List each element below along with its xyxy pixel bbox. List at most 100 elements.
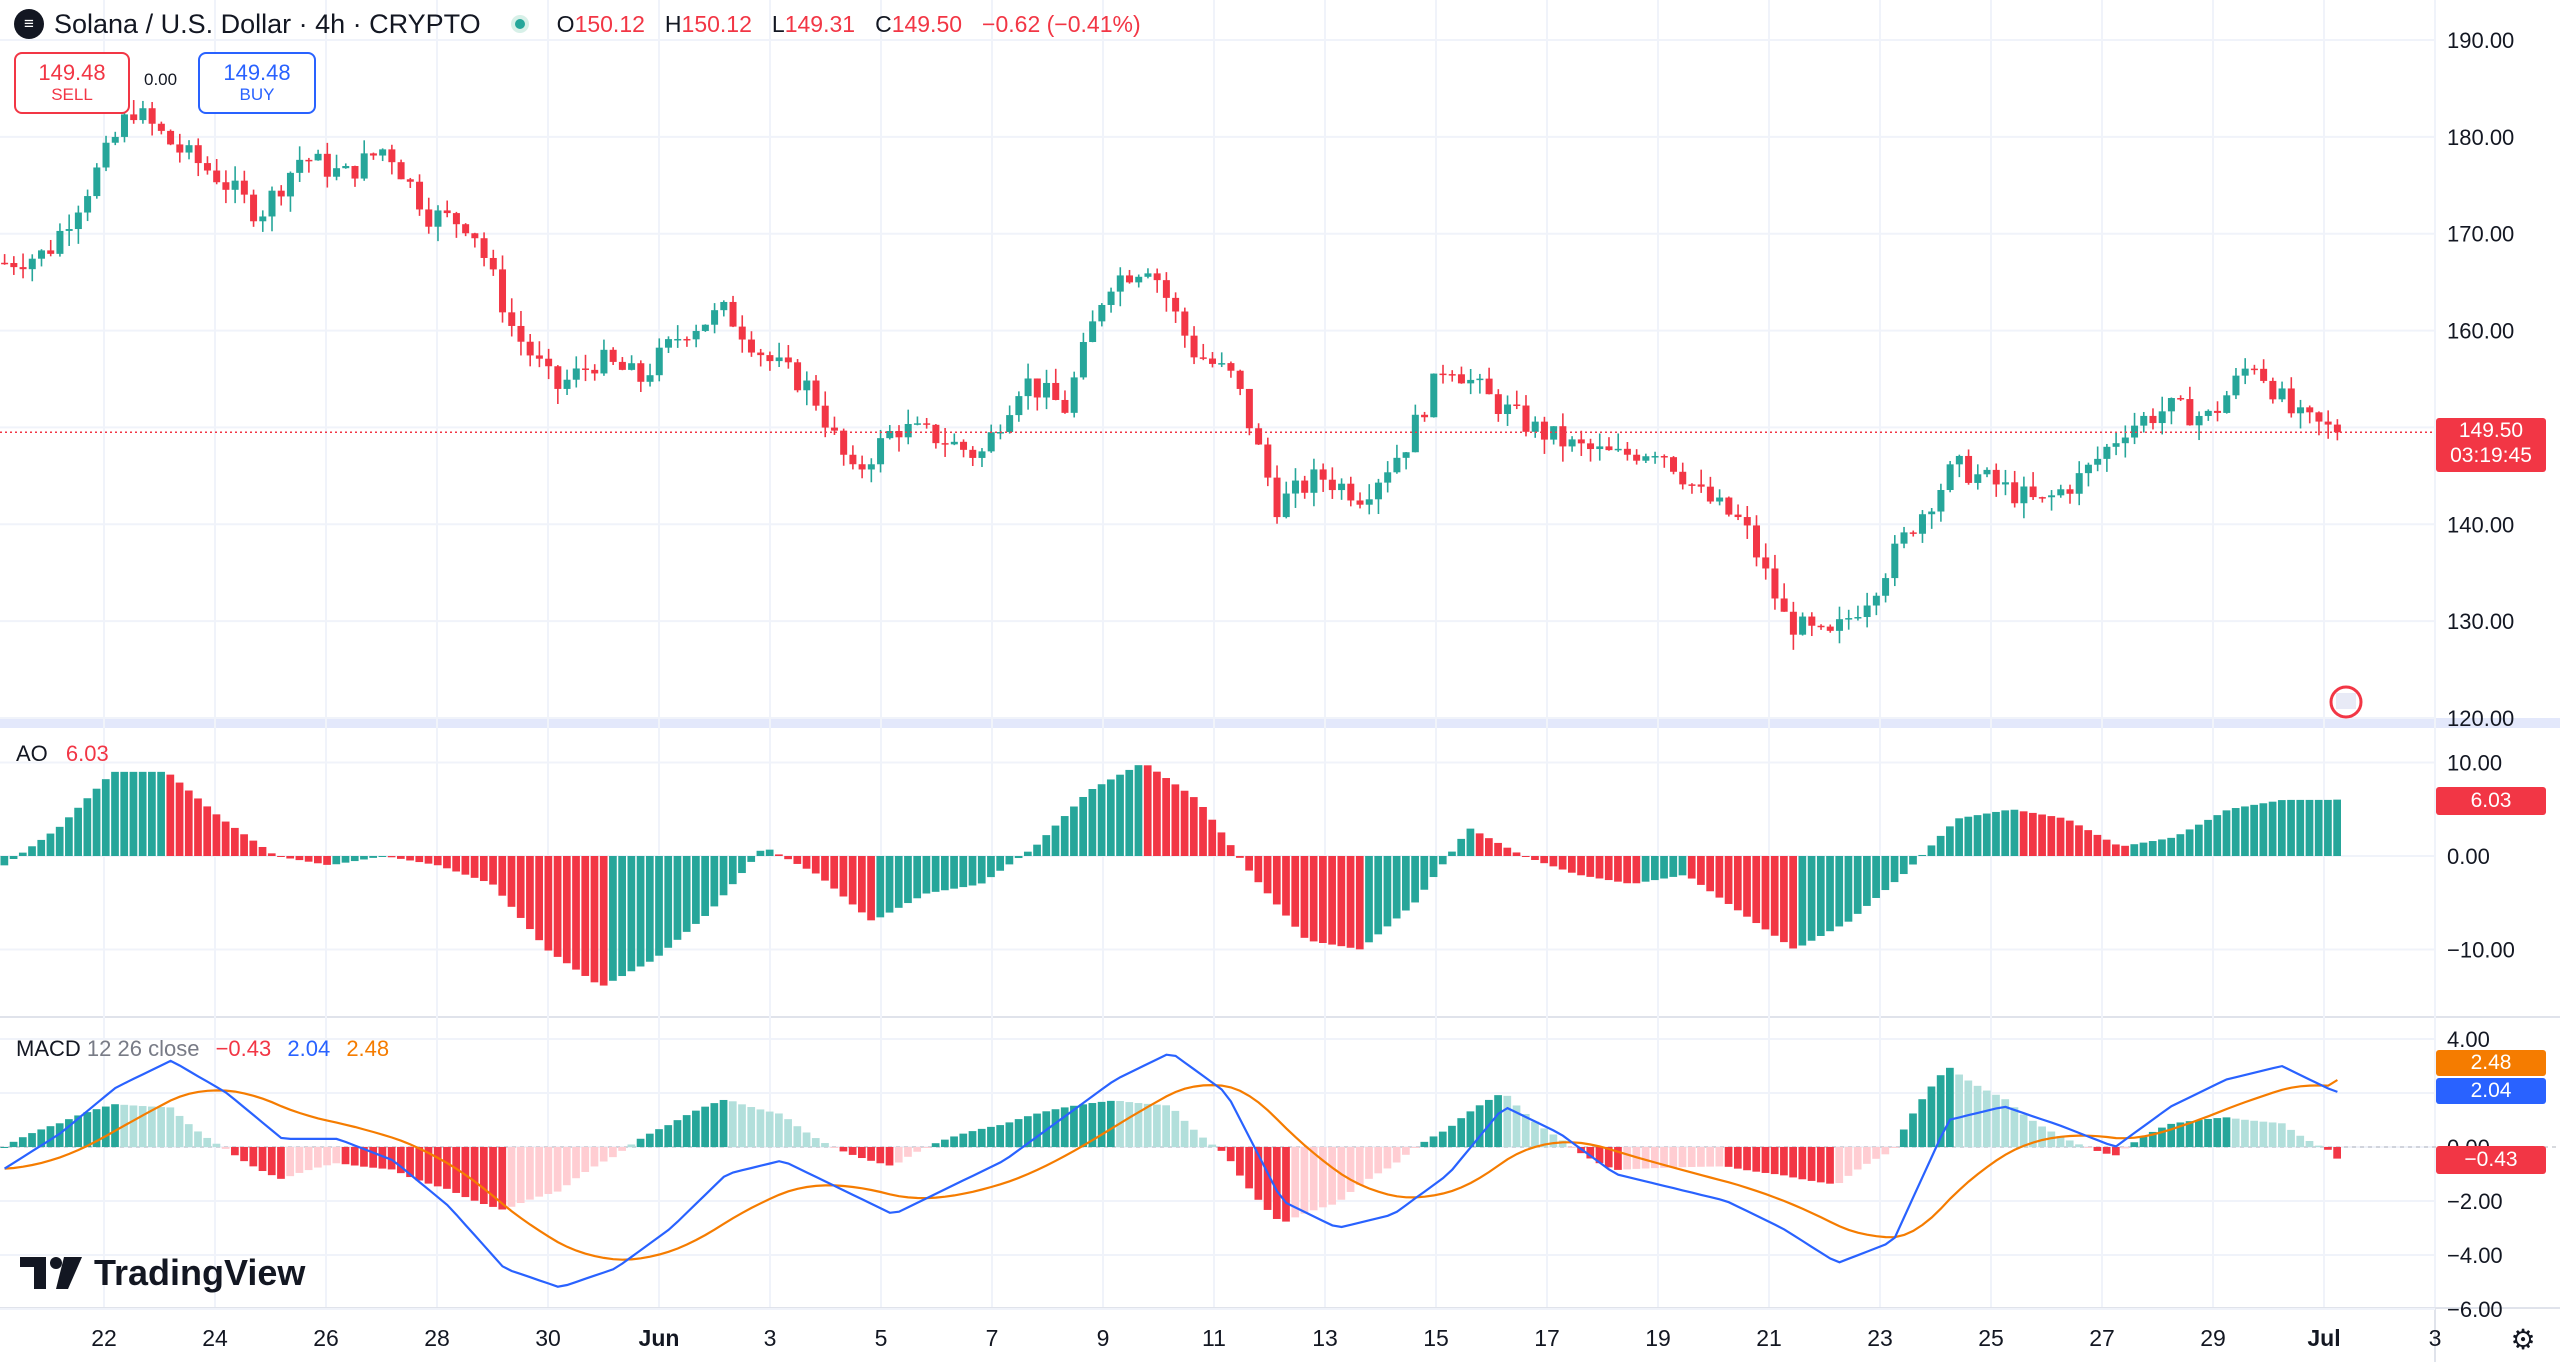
candle-body xyxy=(120,114,128,137)
macd-tick-5: −6.00 xyxy=(2447,1297,2503,1322)
pane-divider-price xyxy=(0,718,2560,728)
macd-hist-bar xyxy=(221,1147,230,1149)
buy-button[interactable]: 149.48 BUY xyxy=(198,52,316,114)
macd-hist-bar xyxy=(1494,1095,1502,1147)
market-open-icon xyxy=(510,15,529,33)
macd-hist-bar xyxy=(1789,1147,1797,1178)
macd-hist-bar xyxy=(858,1147,866,1159)
symbol-title[interactable]: Solana / U.S. Dollar · 4h · CRYPTO xyxy=(54,8,481,39)
ao-title: AO xyxy=(16,741,48,766)
ao-bar xyxy=(655,856,663,956)
ao-bar xyxy=(2093,834,2102,856)
macd-hist-bar xyxy=(1171,1110,1180,1147)
macd-hist-bar xyxy=(396,1147,405,1174)
macd-hist-bar xyxy=(313,1147,322,1168)
ao-legend[interactable]: AO 6.03 xyxy=(16,741,109,767)
macd-hist-bar xyxy=(1106,1100,1115,1147)
macd-hist-bar xyxy=(1226,1147,1235,1162)
candles xyxy=(1,100,2341,650)
candle-body xyxy=(1614,448,1622,451)
candle-body xyxy=(1430,373,1438,418)
candle-body xyxy=(849,454,857,465)
candle-body xyxy=(1291,480,1299,494)
candle-body xyxy=(47,250,55,254)
macd-hist-bar xyxy=(738,1104,746,1147)
candle-body xyxy=(1762,557,1770,569)
ao-bar xyxy=(221,821,230,856)
macd-hist-bar xyxy=(1402,1147,1410,1155)
ao-bar xyxy=(793,856,802,864)
candle-body xyxy=(1144,273,1152,277)
macd-hist-bar xyxy=(295,1147,304,1173)
gear-icon[interactable]: ⚙ xyxy=(2510,1324,2536,1355)
macd-legend[interactable]: MACD 12 26 close −0.43 2.04 2.48 xyxy=(16,1036,389,1062)
candle-body xyxy=(978,451,986,458)
candle-body xyxy=(1356,500,1364,505)
ao-bar xyxy=(1199,806,1207,856)
ao-bar xyxy=(1521,856,1530,857)
macd-hist-bar xyxy=(959,1133,968,1147)
ao-bar xyxy=(2241,806,2249,856)
candle-body xyxy=(1448,374,1456,376)
macd-hist-bar xyxy=(507,1147,516,1207)
candle-body xyxy=(1236,370,1244,389)
candle-body xyxy=(1660,456,1668,458)
ao-bar xyxy=(922,856,931,894)
ao-bar xyxy=(701,856,709,916)
candle-body xyxy=(923,423,931,425)
candle-body xyxy=(222,182,230,190)
macd-hist-bar xyxy=(9,1141,18,1147)
macd-hist-bar xyxy=(692,1110,700,1147)
candle-body xyxy=(1623,448,1631,455)
macd-hist-bar xyxy=(2277,1123,2286,1147)
macd-hist-bar xyxy=(1134,1103,1143,1147)
ao-bar xyxy=(1890,856,1899,883)
macd-hist-bar xyxy=(1973,1085,1982,1147)
time-label-1: 24 xyxy=(202,1325,228,1351)
macd-hist-bar xyxy=(1503,1095,1512,1147)
candle-body xyxy=(1753,525,1760,558)
macd-hist-bar xyxy=(369,1147,378,1168)
ao-bar xyxy=(590,856,599,983)
time-label-5: Jun xyxy=(639,1325,680,1351)
macd-hist-bar xyxy=(1955,1074,1963,1147)
sell-button[interactable]: 149.48 SELL xyxy=(14,52,130,114)
macd-hist-bar xyxy=(1936,1075,1945,1147)
candle-body xyxy=(1402,452,1410,458)
candle-body xyxy=(1476,378,1484,381)
candle-body xyxy=(1181,311,1189,336)
candle-body xyxy=(1070,377,1078,413)
candle-body xyxy=(203,163,211,171)
macd-hist-bar xyxy=(1835,1147,1844,1184)
candle-body xyxy=(2103,446,2111,459)
candle-body xyxy=(600,349,608,374)
ao-bar xyxy=(1300,856,1309,938)
ao-bar xyxy=(443,856,451,869)
low-value: 149.31 xyxy=(784,10,856,37)
macd-hist-bar xyxy=(1319,1147,1327,1208)
ao-bar xyxy=(2130,844,2139,856)
candle-body xyxy=(1817,625,1825,628)
candle-body xyxy=(1264,444,1272,478)
candle-body xyxy=(1651,456,1659,458)
ao-bar xyxy=(1236,856,1244,858)
time-label-18: 27 xyxy=(2089,1325,2115,1351)
candle-body xyxy=(738,326,746,340)
macd-hist-bar xyxy=(1512,1105,1521,1147)
candle-body xyxy=(296,159,304,173)
macd-hist-bar xyxy=(55,1123,64,1147)
ao-bar xyxy=(1374,856,1383,935)
macd-hist-bar xyxy=(1614,1147,1622,1170)
candle-body xyxy=(323,153,331,177)
sell-label: SELL xyxy=(51,85,93,104)
macd-hist-bar xyxy=(2204,1118,2212,1147)
candle-body xyxy=(1577,439,1585,444)
ao-bar xyxy=(1863,856,1871,906)
macd-hist-bar xyxy=(2158,1127,2166,1147)
ao-bar xyxy=(599,856,608,986)
candle-body xyxy=(526,341,534,356)
candle-body xyxy=(1421,414,1429,418)
ao-bar xyxy=(1448,851,1456,856)
tradingview-logo[interactable]: TradingView xyxy=(20,1252,305,1294)
